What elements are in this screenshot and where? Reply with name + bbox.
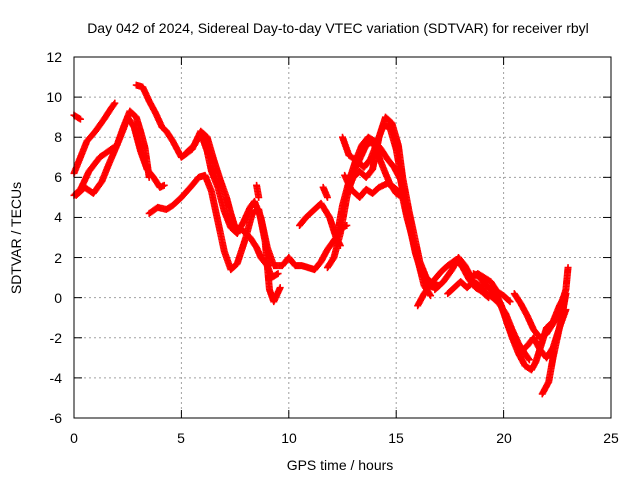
- y-tick-labels: -6 -4 -2 0 2 4 6 8 10 12: [46, 49, 62, 426]
- y-tick-label: 6: [54, 169, 62, 185]
- axis-ticks: [73, 56, 612, 419]
- y-tick-label: 10: [46, 89, 62, 105]
- y-tick-label: 2: [54, 250, 62, 266]
- y-axis-label: SDTVAR / TECUs: [8, 182, 24, 294]
- series-track-n: [341, 171, 402, 201]
- data-point: [75, 114, 83, 122]
- data-point: [393, 186, 401, 194]
- x-tick-label: 10: [281, 430, 297, 446]
- series-track-u: [510, 264, 572, 342]
- y-tick-label: -4: [50, 370, 63, 386]
- data-point: [110, 100, 118, 108]
- series-track-v: [538, 290, 570, 398]
- data-point: [76, 115, 84, 123]
- data-point: [255, 193, 263, 201]
- x-axis-label: GPS time / hours: [287, 457, 394, 473]
- series-track-b: [70, 99, 119, 177]
- data-point: [525, 356, 533, 364]
- series-track-j: [319, 183, 331, 201]
- data-point: [273, 270, 281, 278]
- data-point: [276, 284, 284, 292]
- y-tick-label: -2: [50, 330, 63, 346]
- data-point: [562, 290, 570, 298]
- data-point: [506, 298, 514, 306]
- x-tick-label: 25: [603, 430, 619, 446]
- y-tick-label: -6: [50, 410, 63, 426]
- x-tick-label: 0: [70, 430, 78, 446]
- series-track-d: [72, 113, 168, 199]
- data-point: [505, 297, 513, 305]
- y-tick-label: 4: [54, 209, 62, 225]
- series-track-a: [70, 111, 84, 123]
- data-point: [427, 292, 435, 300]
- plot-frame: [73, 56, 612, 419]
- data-point: [160, 181, 168, 189]
- series-track-g: [145, 171, 284, 306]
- y-tick-label: 12: [46, 49, 62, 65]
- x-tick-label: 15: [388, 430, 404, 446]
- data-point: [564, 264, 572, 272]
- series-track-h: [253, 181, 263, 201]
- data-points: [70, 81, 572, 398]
- data-point: [323, 193, 331, 201]
- x-tick-label: 5: [177, 430, 185, 446]
- chart-title: Day 042 of 2024, Sidereal Day-to-day VTE…: [87, 20, 589, 36]
- data-point: [111, 99, 119, 107]
- x-tick-labels: 0 5 10 15 20 25: [70, 430, 619, 446]
- data-point: [274, 270, 282, 278]
- y-tick-label: 0: [54, 290, 62, 306]
- x-tick-label: 20: [496, 430, 512, 446]
- grid-lines: [74, 57, 611, 418]
- y-tick-label: 8: [54, 129, 62, 145]
- data-point: [525, 355, 533, 363]
